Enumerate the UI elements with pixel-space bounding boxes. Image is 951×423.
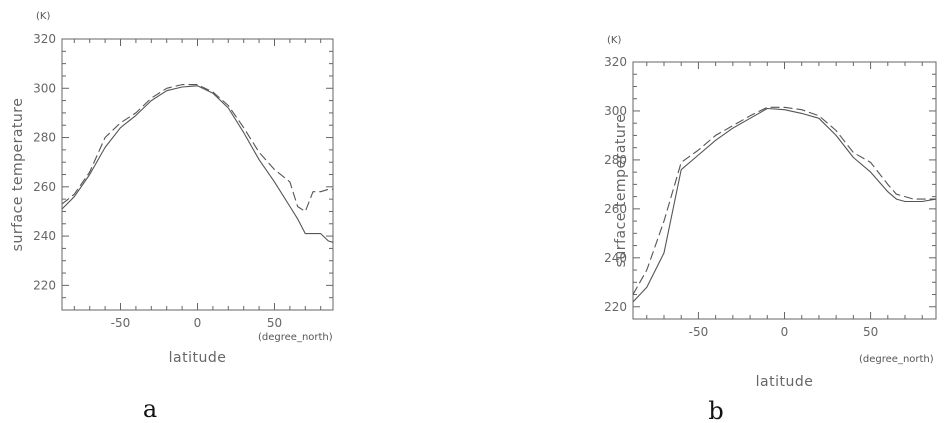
- series-line-dashed: [632, 106, 936, 295]
- y-tick-label: 220: [604, 300, 627, 314]
- y-tick-label: 260: [33, 180, 56, 194]
- y-axis-title: surface temperature: [10, 98, 26, 252]
- y-tick-label: 240: [604, 251, 627, 265]
- y-tick-label: 320: [33, 32, 56, 46]
- x-unit-label: (degree_north): [258, 332, 333, 343]
- series-line-solid: [632, 107, 937, 303]
- y-unit-label: (K): [607, 35, 621, 46]
- y-axis-title: surface temperature: [613, 114, 629, 268]
- series-line-solid: [61, 85, 334, 243]
- x-tick-label: 50: [863, 325, 878, 339]
- chart-panel-a: 220 240 260 280 300 320 -50 0 50 (K) (degree_north…: [10, 11, 334, 423]
- y-tick-label: 320: [604, 55, 627, 69]
- y-tick-label: 280: [33, 131, 56, 145]
- x-axis-title: latitude: [756, 374, 814, 390]
- y-tick-label: 300: [33, 81, 56, 95]
- x-tick-label: -50: [689, 325, 709, 339]
- chart-panel-b: 220 240 260 280 300 320 -50 0 50 (K) (degree_north…: [604, 35, 937, 423]
- y-tick-label: 260: [604, 202, 627, 216]
- x-axis-title: latitude: [169, 350, 227, 366]
- panel-label: a: [143, 395, 157, 423]
- panel-label: b: [708, 397, 723, 423]
- x-tick-label: 0: [781, 325, 789, 339]
- x-tick-label: 50: [267, 316, 282, 330]
- x-unit-label: (degree_north): [859, 354, 934, 365]
- plot-frame: [61, 38, 334, 311]
- plot-frame: [632, 61, 937, 320]
- x-tick-label: 0: [194, 316, 202, 330]
- y-tick-label: 240: [33, 229, 56, 243]
- y-unit-label: (K): [36, 11, 50, 22]
- y-tick-label: 280: [604, 153, 627, 167]
- series-line-dashed: [61, 84, 333, 213]
- y-tick-label: 300: [604, 104, 627, 118]
- y-tick-label: 220: [33, 278, 56, 292]
- x-tick-label: -50: [111, 316, 131, 330]
